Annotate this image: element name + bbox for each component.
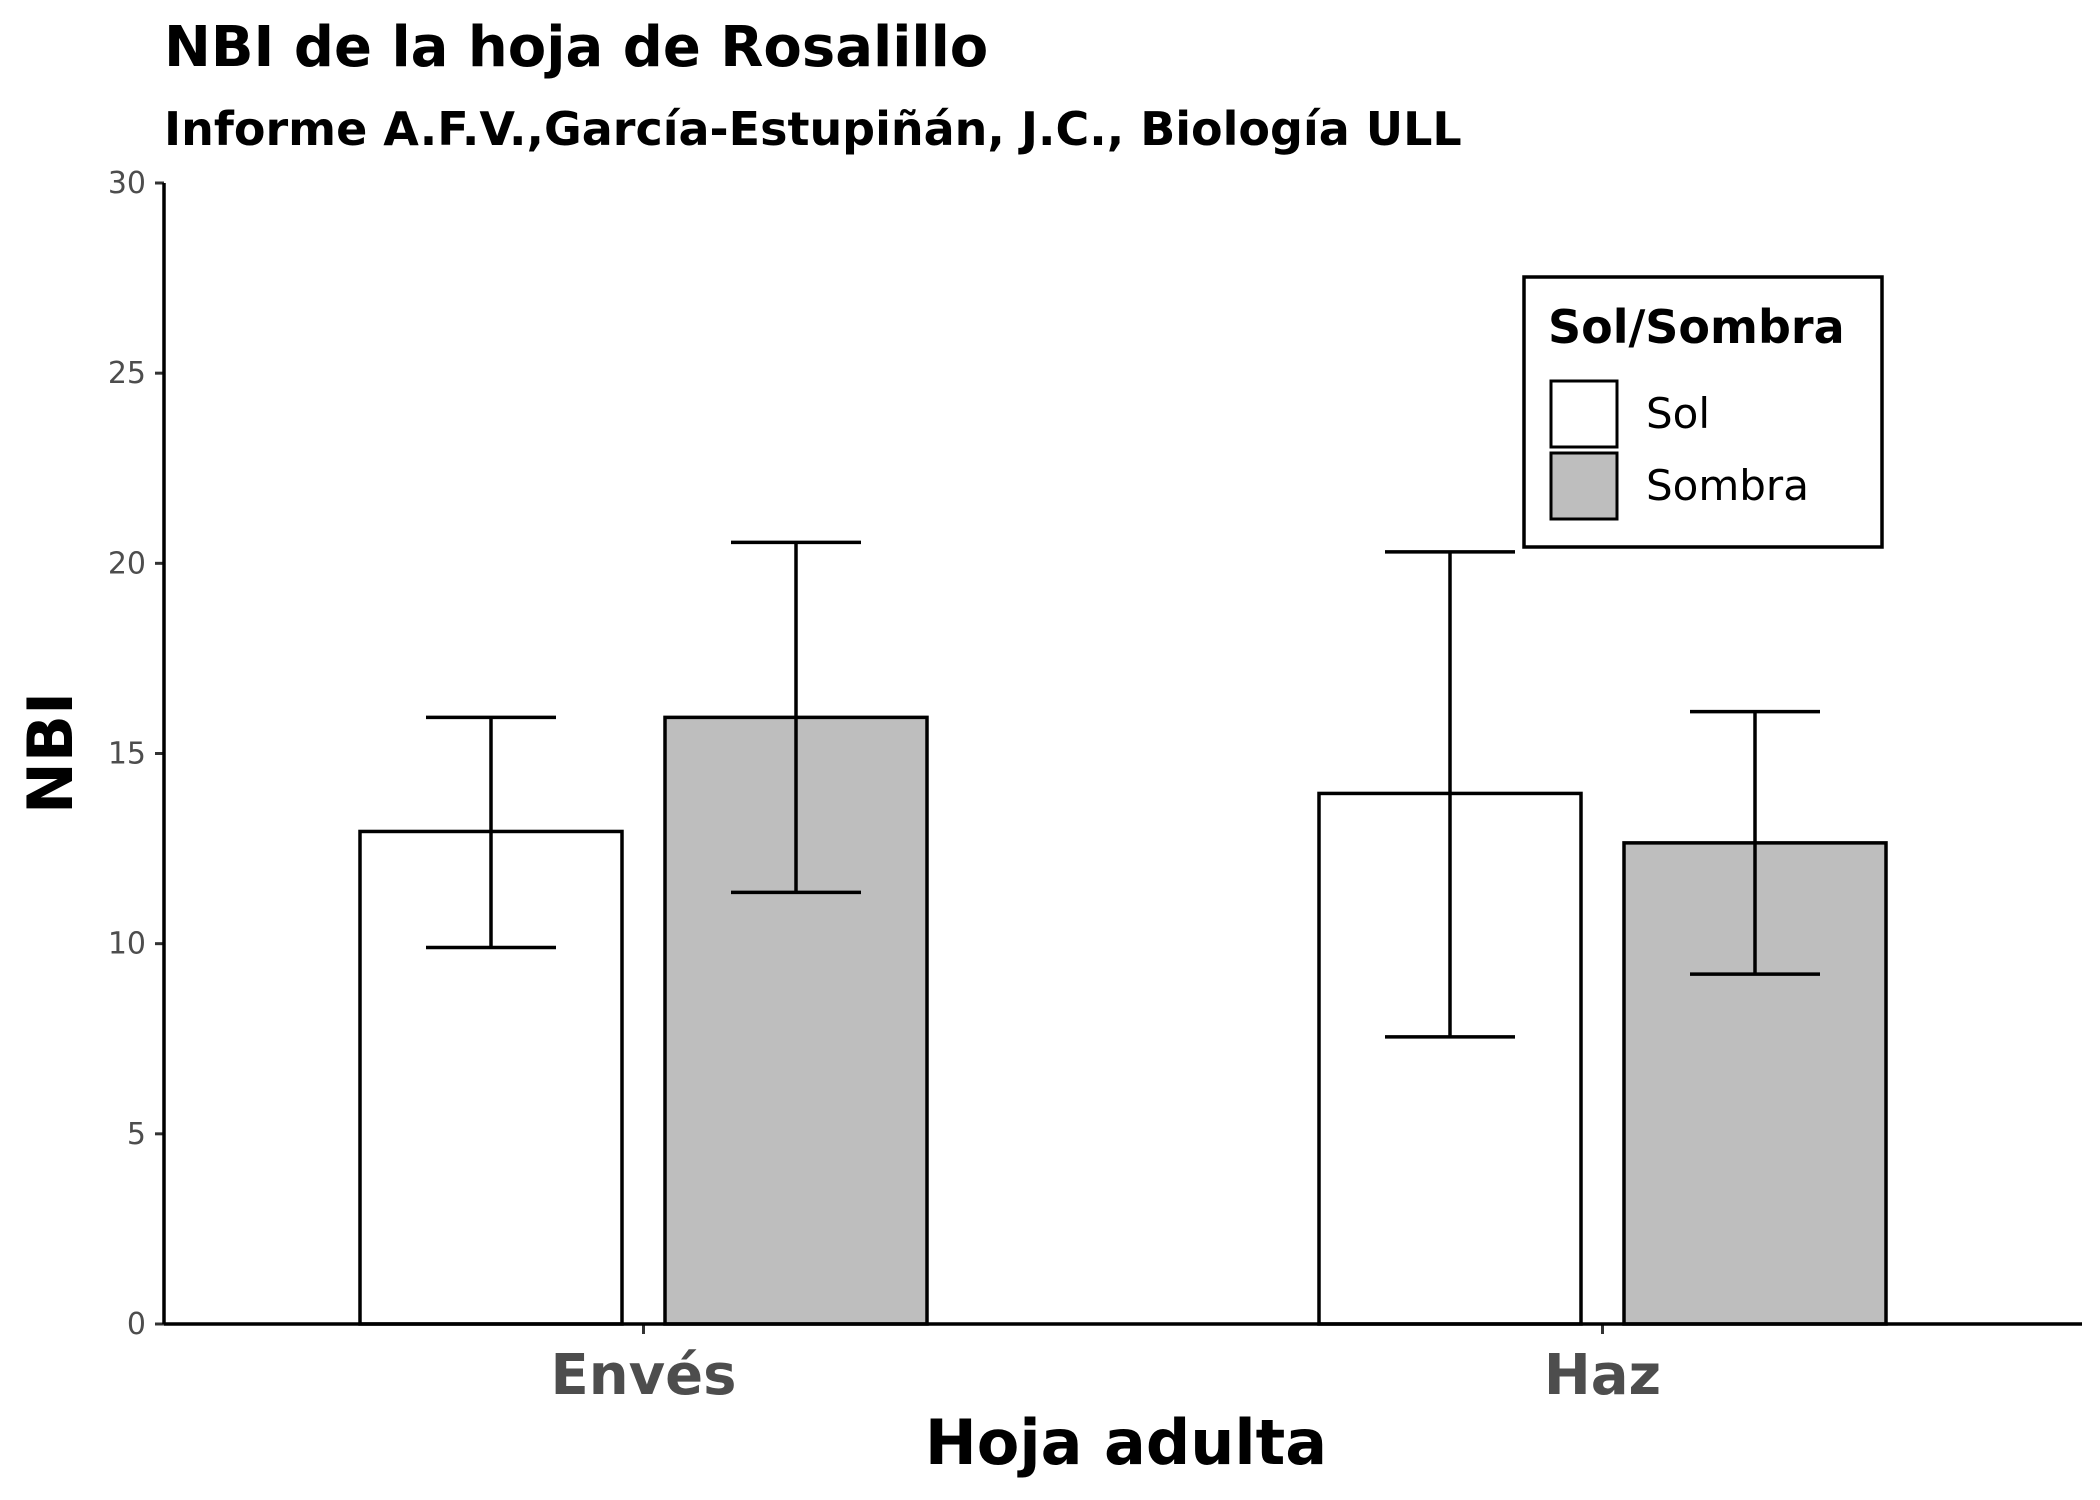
chart-subtitle: Informe A.F.V.,García-Estupiñán, J.C., B… [164, 102, 1462, 156]
legend-swatch-sombra [1549, 451, 1619, 521]
x-tick-label: Haz [1544, 1343, 1661, 1408]
legend-label-sol: Sol [1646, 389, 1710, 438]
legend-label-sombra: Sombra [1646, 461, 1809, 510]
y-tick-label: 5 [127, 1117, 146, 1152]
y-tick-label: 25 [108, 356, 146, 391]
y-axis-title: NBI [14, 692, 87, 814]
legend-title: Sol/Sombra [1548, 300, 1845, 354]
chart-title: NBI de la hoja de Rosalillo [164, 15, 988, 80]
x-axis-title: Hoja adulta [925, 1406, 1327, 1479]
y-tick-label: 20 [108, 546, 146, 581]
y-tick-label: 30 [108, 166, 146, 201]
x-tick-label: Envés [551, 1343, 737, 1408]
legend: Sol/Sombra Sol Sombra [1522, 275, 1884, 549]
y-tick-label: 10 [108, 927, 146, 962]
plot-area: 0 5 10 15 20 25 30 Envés Haz [108, 166, 2082, 1408]
legend-swatch-sol [1549, 379, 1619, 449]
y-tick-label: 0 [127, 1307, 146, 1342]
y-tick-label: 15 [108, 737, 146, 772]
